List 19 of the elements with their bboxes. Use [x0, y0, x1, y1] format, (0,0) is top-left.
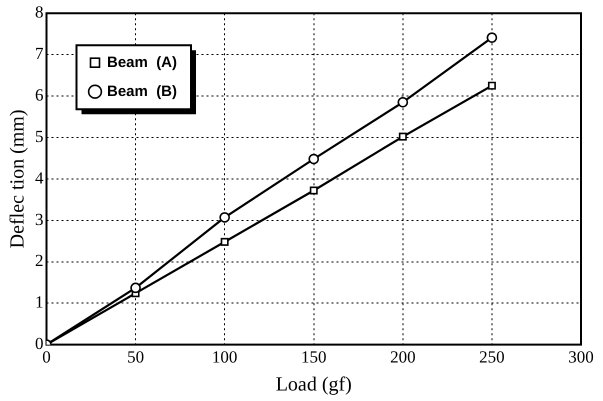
- x-tick-label: 250: [479, 347, 505, 366]
- y-tick-label: 3: [35, 210, 44, 229]
- y-tick-label: 8: [35, 2, 44, 22]
- x-axis-title: Load (gf): [276, 373, 352, 396]
- y-tick-label: 2: [35, 251, 44, 270]
- y-tick-label: 0: [35, 334, 44, 354]
- y-tick-label: 7: [35, 44, 44, 64]
- legend-label: Beam (A): [107, 54, 178, 71]
- y-tick-label: 6: [35, 86, 44, 105]
- x-tick-label: 200: [390, 347, 416, 366]
- y-tick-label: 4: [35, 168, 44, 188]
- x-tick-label: 50: [127, 347, 144, 366]
- y-tick-label: 5: [35, 126, 44, 146]
- y-tick-label: 1: [35, 292, 44, 312]
- x-tick-label: 100: [212, 347, 238, 366]
- x-tick-label: 150: [301, 347, 326, 366]
- x-tick-label: 300: [568, 347, 594, 366]
- legend-label: Beam (B): [107, 82, 178, 100]
- y-axis-title: Deflec tion (mm): [6, 109, 28, 248]
